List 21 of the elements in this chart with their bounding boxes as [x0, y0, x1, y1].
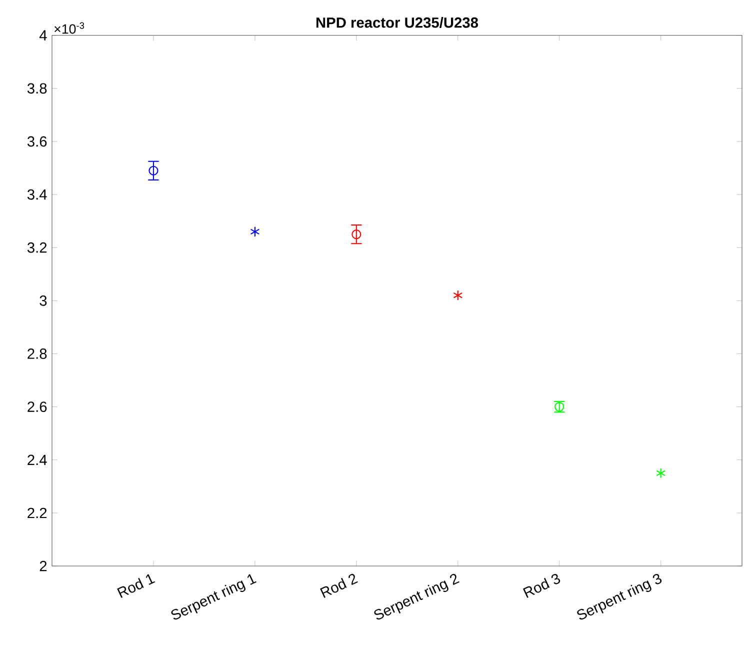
y-tick-label: 2.8 — [28, 348, 47, 359]
chart-title: NPD reactor U235/U238 — [316, 17, 478, 28]
point — [250, 226, 260, 238]
point — [453, 290, 463, 301]
y-tick-label: 3.4 — [27, 189, 47, 200]
y-tick-label: 2.4 — [28, 454, 47, 465]
point — [352, 230, 362, 240]
y-tick-label: 3 — [40, 295, 47, 306]
y-tick-label: 2 — [40, 560, 47, 572]
x-tick-label: Rod 3 — [522, 574, 560, 598]
x-tick-label: Rod 1 — [117, 574, 156, 598]
point — [656, 468, 666, 478]
y-tick-label: 3.2 — [27, 242, 47, 253]
y-tick-label: 3.8 — [27, 83, 47, 94]
x-tick-label: Rod 2 — [320, 574, 358, 598]
y-tick-label: 2.2 — [28, 508, 47, 518]
y-tick-label: 3.6 — [27, 136, 47, 147]
y-tick-label: 2.6 — [28, 402, 47, 412]
text: ×10$^{-3}$ — [54, 22, 84, 34]
y-tick-label: 4 — [39, 30, 47, 40]
point — [148, 166, 158, 176]
